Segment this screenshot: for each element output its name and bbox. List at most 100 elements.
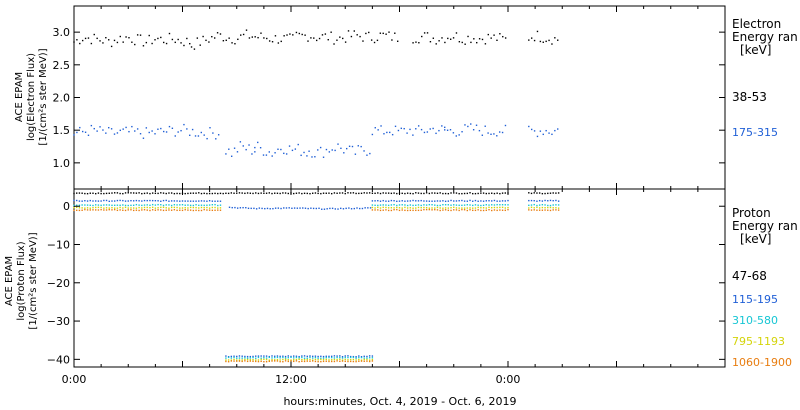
proton-point xyxy=(130,209,132,211)
proton-point xyxy=(390,192,393,195)
proton-point xyxy=(249,192,252,194)
proton-point xyxy=(203,200,205,202)
proton-point xyxy=(268,355,270,358)
proton-point xyxy=(176,200,178,202)
proton-point xyxy=(130,192,132,194)
proton-point xyxy=(455,204,458,206)
electron-point xyxy=(96,130,98,132)
electron-point xyxy=(435,132,437,135)
electron-point xyxy=(449,38,452,40)
proton-point xyxy=(176,192,178,195)
electron-point xyxy=(417,125,420,127)
electron-point xyxy=(116,41,119,44)
proton-point xyxy=(398,204,401,206)
proton-point xyxy=(482,204,485,206)
proton-point xyxy=(214,209,216,211)
proton-point xyxy=(549,206,552,209)
proton-point xyxy=(417,204,420,206)
electron-point xyxy=(348,145,351,147)
proton-point xyxy=(541,206,544,209)
proton-point xyxy=(444,204,447,206)
electron-point xyxy=(444,41,446,44)
proton-point xyxy=(530,192,533,195)
proton-point xyxy=(528,192,530,194)
proton-point xyxy=(160,200,162,202)
electron-point xyxy=(177,38,179,41)
electron-point xyxy=(280,148,282,151)
proton-point xyxy=(309,356,311,359)
electron-point xyxy=(362,40,364,42)
proton-point xyxy=(371,204,374,206)
proton-point xyxy=(461,192,463,195)
electron-point xyxy=(139,133,142,135)
electron-point xyxy=(391,133,394,136)
proton-point xyxy=(341,356,344,358)
proton-point xyxy=(398,200,401,202)
electron-flux-panel: 1.0 1.5 2.0 2.5 3.0 ACE EPAM log(Electron Fl… xyxy=(14,5,798,190)
proton-point xyxy=(377,206,379,209)
proton-point xyxy=(349,192,352,194)
proton-point xyxy=(458,200,460,202)
electron-point xyxy=(374,127,376,129)
proton-point xyxy=(230,359,233,361)
proton-point xyxy=(369,207,372,209)
proton-point xyxy=(336,192,338,194)
proton-point xyxy=(349,358,352,361)
electron-point xyxy=(461,131,463,133)
proton-point xyxy=(530,206,533,209)
proton-point xyxy=(217,192,219,195)
proton-point xyxy=(290,356,292,359)
electron-point xyxy=(400,127,403,130)
electron-point xyxy=(148,131,150,134)
proton-point xyxy=(499,200,501,202)
proton-point xyxy=(84,192,86,195)
electron-point xyxy=(391,39,393,41)
proton-point xyxy=(111,204,113,207)
proton-point xyxy=(95,200,97,202)
proton-point xyxy=(328,192,330,194)
electron-point xyxy=(108,39,110,41)
proton-point xyxy=(387,209,390,212)
electron-point xyxy=(189,134,191,136)
electron-point xyxy=(257,36,259,39)
electron-point xyxy=(330,31,332,33)
electron-point xyxy=(542,133,544,136)
proton-point xyxy=(138,209,140,212)
electron-point xyxy=(308,150,310,152)
proton-point xyxy=(295,356,298,359)
proton-point xyxy=(544,204,546,206)
proton-point xyxy=(252,192,254,195)
proton-point xyxy=(200,192,203,195)
electron-point xyxy=(369,152,371,155)
proton-point xyxy=(330,359,333,361)
proton-point xyxy=(244,357,246,359)
proton-point xyxy=(337,208,339,210)
proton-point xyxy=(439,192,441,194)
proton-point xyxy=(135,203,138,206)
electron-point xyxy=(363,150,365,152)
electron-point xyxy=(84,37,87,40)
proton-point xyxy=(466,192,469,195)
proton-ytick-label: −20 xyxy=(47,277,70,290)
proton-point xyxy=(401,209,403,211)
proton-point xyxy=(241,192,243,194)
proton-point xyxy=(227,356,230,359)
proton-point xyxy=(358,358,360,361)
proton-point xyxy=(100,200,102,202)
proton-point xyxy=(491,204,493,206)
proton-point xyxy=(238,355,241,357)
electron-point xyxy=(186,128,188,130)
proton-point xyxy=(86,209,89,211)
proton-point xyxy=(485,200,487,202)
proton-point xyxy=(493,199,496,202)
proton-point xyxy=(321,208,323,210)
electron-point xyxy=(131,41,133,43)
electron-point xyxy=(403,127,405,130)
proton-point xyxy=(309,355,311,357)
proton-point xyxy=(189,204,192,207)
proton-point xyxy=(154,192,157,195)
proton-point xyxy=(431,209,433,211)
electron-point xyxy=(325,148,328,151)
proton-point xyxy=(425,200,428,202)
electron-point xyxy=(209,127,211,129)
